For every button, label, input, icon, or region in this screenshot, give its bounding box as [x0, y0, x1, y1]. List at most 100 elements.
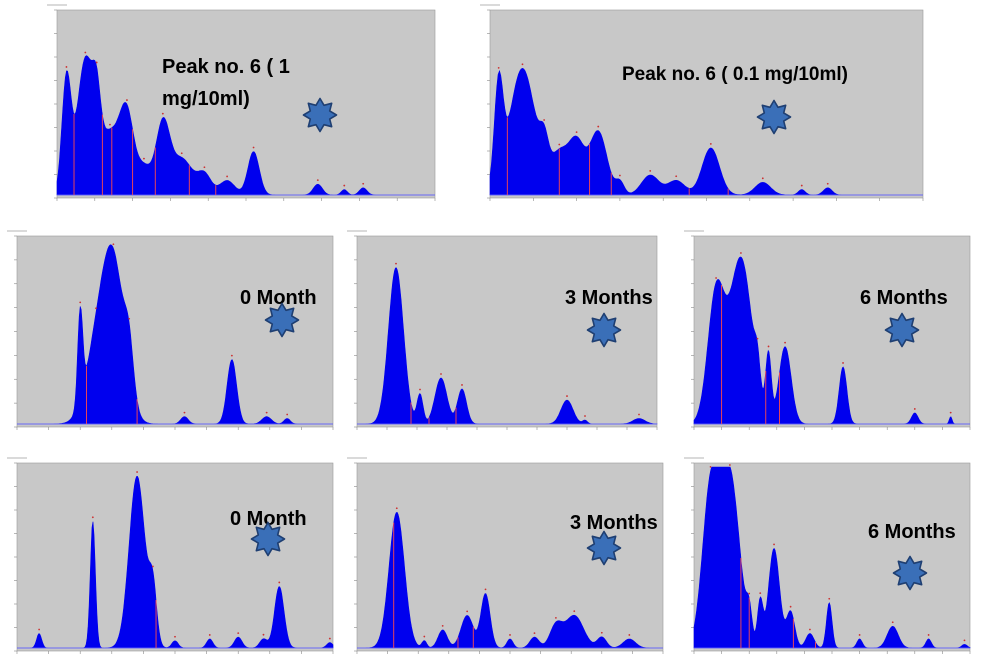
peak-label	[761, 177, 764, 180]
star-icon	[586, 530, 622, 566]
label-top-left: Peak no. 6 ( 1 mg/10ml)	[162, 56, 290, 110]
peak-label	[858, 634, 861, 636]
star-icon	[586, 312, 622, 348]
peak-label	[767, 345, 770, 348]
peak-label	[949, 411, 952, 414]
peak-label	[109, 123, 111, 126]
peak-label	[715, 277, 717, 279]
peak-label	[826, 182, 829, 185]
peak-label	[151, 565, 154, 568]
peak-label	[484, 588, 487, 591]
peak-label	[95, 61, 98, 64]
peak-label	[161, 112, 164, 115]
peak-label	[913, 408, 916, 410]
peak-label	[262, 633, 265, 636]
peak-label	[112, 243, 115, 246]
peak-label	[600, 631, 603, 634]
peak-label	[461, 384, 463, 386]
peak-label	[533, 632, 536, 634]
peak-label	[328, 637, 331, 640]
peak-label	[842, 362, 844, 364]
peak-label	[773, 543, 775, 546]
peak-label	[709, 465, 712, 468]
peak-label	[740, 252, 742, 254]
peak-label	[237, 632, 240, 635]
peak-label	[675, 175, 678, 178]
peak-label	[395, 262, 397, 265]
peak-label	[286, 413, 289, 416]
label-mid-right: 6 Months	[860, 287, 948, 309]
chromatogram-chart	[45, 2, 445, 214]
peak-label	[343, 184, 346, 187]
peak-label	[784, 341, 786, 344]
peak-label	[649, 170, 652, 172]
chromatogram-panel-top-left	[45, 2, 445, 214]
peak-label	[543, 119, 546, 121]
peak-label	[174, 635, 176, 638]
star-icon	[884, 312, 920, 348]
chromatogram-chart	[478, 2, 933, 214]
peak-label	[584, 415, 586, 417]
chromatogram-chart	[682, 455, 980, 667]
chromatogram-chart	[682, 228, 980, 443]
peak-label	[265, 411, 268, 414]
chromatogram-panel-bot-right	[682, 455, 980, 667]
peak-label	[521, 63, 524, 66]
star-icon	[756, 99, 792, 135]
peak-label	[809, 628, 811, 631]
peak-label	[756, 337, 759, 340]
peak-label	[575, 131, 578, 134]
peak-label	[638, 413, 640, 416]
label-mid-center: 3 Months	[565, 287, 653, 309]
peak-label	[828, 597, 831, 600]
peak-label	[126, 99, 128, 101]
peak-label	[748, 592, 751, 595]
peak-label	[800, 184, 803, 187]
peak-label	[226, 175, 229, 178]
chromatogram-signal	[17, 244, 333, 425]
peak-label	[891, 621, 894, 624]
peak-label	[441, 624, 444, 627]
star-icon	[302, 97, 338, 133]
peak-label	[628, 634, 631, 636]
peak-label	[759, 592, 762, 595]
star-icon	[250, 521, 286, 557]
chromatogram-panel-mid-right	[682, 228, 980, 443]
chromatogram-panel-bot-left	[5, 455, 343, 667]
peak-label	[423, 635, 426, 638]
star-icon	[892, 555, 928, 591]
chromatogram-panel-top-right	[478, 2, 933, 214]
peak-label	[252, 146, 255, 149]
star-icon	[264, 302, 300, 338]
chromatogram-chart	[5, 455, 343, 667]
peak-label	[362, 182, 365, 185]
peak-label	[183, 411, 186, 414]
peak-label	[316, 179, 319, 182]
peak-label	[963, 639, 966, 642]
peak-label	[180, 152, 183, 155]
peak-label	[136, 471, 138, 473]
peak-label	[597, 125, 600, 128]
chromatogram-chart	[5, 228, 343, 443]
peak-label	[203, 166, 206, 169]
peak-label	[128, 317, 131, 320]
peak-label	[555, 616, 557, 619]
peak-label	[440, 373, 442, 375]
peak-label	[566, 395, 568, 397]
peak-label	[789, 605, 792, 608]
peak-label	[91, 516, 94, 519]
peak-label	[497, 66, 500, 69]
chromatogram-signal	[357, 512, 663, 649]
peak-label	[79, 301, 82, 304]
peak-label	[208, 634, 211, 636]
label-top-right: Peak no. 6 ( 0.1 mg/10ml)	[622, 64, 848, 85]
peak-label	[95, 307, 97, 310]
peak-label	[230, 354, 233, 357]
peak-label	[395, 507, 398, 510]
chromatogram-panel-bot-center	[345, 455, 673, 667]
peak-label	[143, 157, 145, 160]
peak-label	[84, 51, 87, 54]
chromatogram-chart	[345, 455, 673, 667]
peak-label	[278, 581, 281, 584]
label-bot-center: 3 Months	[570, 512, 658, 534]
